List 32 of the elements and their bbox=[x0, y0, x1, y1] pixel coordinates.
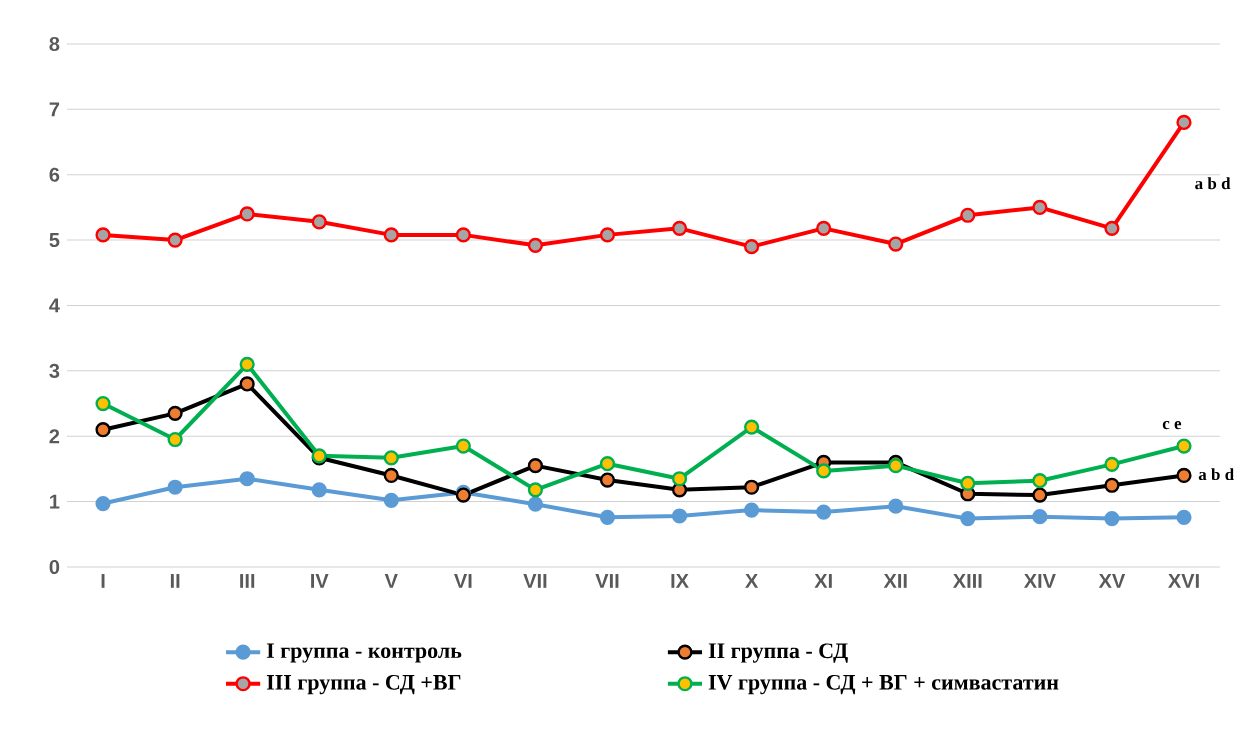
y-tick-label: 0 bbox=[49, 559, 60, 575]
legend-label: I группа - контроль bbox=[266, 643, 462, 663]
y-tick-label: 2 bbox=[49, 429, 60, 444]
annotation: c e bbox=[1162, 421, 1182, 430]
x-tick-label: XIV bbox=[1023, 574, 1056, 588]
annotation: a b d bbox=[1198, 468, 1234, 481]
y-tick-label: 7 bbox=[49, 102, 60, 117]
legend-label: IV группа - СД + ВГ + симвастатин bbox=[708, 674, 1059, 695]
legend-label: II группа - СД bbox=[708, 643, 848, 663]
x-tick-label: VII bbox=[595, 574, 619, 588]
y-tick-label: 1 bbox=[50, 494, 60, 509]
x-tick-label: VI bbox=[454, 574, 472, 588]
x-tick-label: III bbox=[240, 574, 255, 588]
legend-label: III группа - СД +ВГ bbox=[266, 674, 461, 695]
x-tick-label: X bbox=[745, 574, 759, 588]
x-tick-label: XIII bbox=[952, 574, 982, 588]
x-tick-label: XV bbox=[1098, 574, 1126, 588]
y-tick-label: 6 bbox=[49, 167, 60, 182]
y-tick-label: 5 bbox=[49, 233, 60, 248]
annotation: a b d bbox=[1195, 177, 1231, 190]
x-tick-label: XII bbox=[883, 574, 907, 588]
x-tick-label: XI bbox=[814, 574, 832, 588]
x-tick-label: II bbox=[170, 574, 180, 588]
y-tick-label: 4 bbox=[49, 298, 60, 313]
x-tick-label: IX bbox=[671, 574, 689, 588]
x-tick-label: XVI bbox=[1168, 574, 1199, 588]
y-tick-label: 8 bbox=[49, 36, 60, 52]
x-tick-label: V bbox=[384, 574, 398, 588]
y-tick-label: 3 bbox=[49, 363, 60, 378]
x-tick-label: I bbox=[101, 574, 105, 588]
x-tick-label: IV bbox=[311, 574, 329, 588]
x-tick-label: VII bbox=[523, 574, 547, 588]
